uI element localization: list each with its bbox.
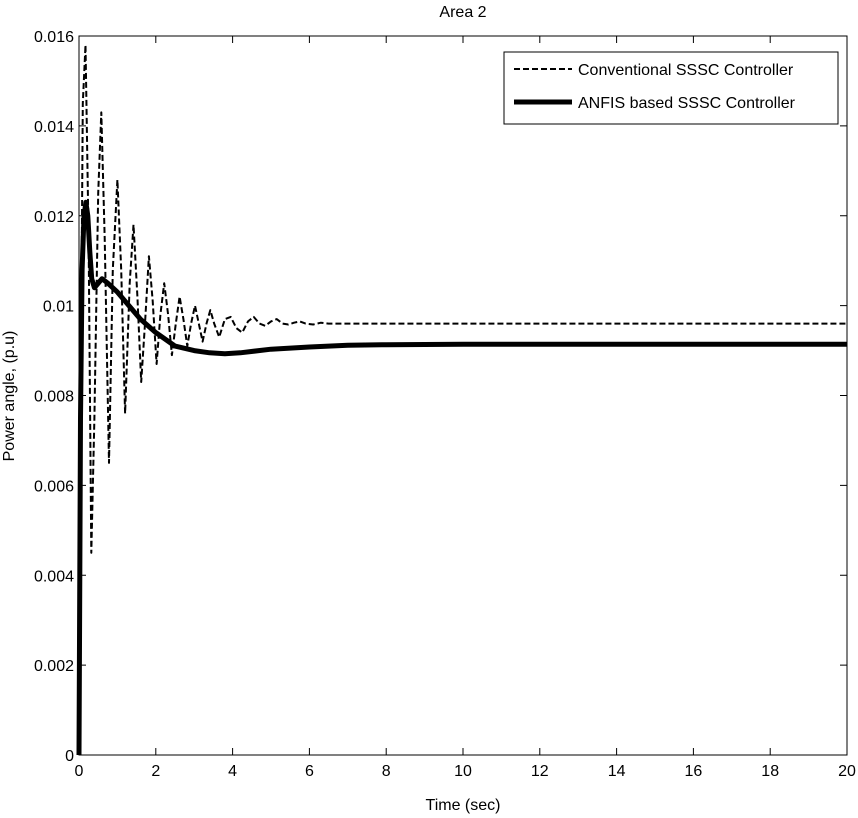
legend-label-conventional: Conventional SSSC Controller xyxy=(578,62,794,79)
y-axis-label: Power angle, (p.u) xyxy=(1,331,18,462)
legend-label-anfis: ANFIS based SSSC Controller xyxy=(578,95,796,112)
x-axis-label: Time (sec) xyxy=(426,797,501,814)
legend: Conventional SSSC Controller ANFIS based… xyxy=(503,51,839,125)
y-tick-label: 0.01 xyxy=(43,299,74,316)
y-tick-label: 0.002 xyxy=(34,658,74,675)
series-layer xyxy=(76,44,847,756)
x-tick-label: 10 xyxy=(454,763,472,780)
series-line-conventional xyxy=(78,44,847,756)
y-tick-label: 0.008 xyxy=(34,389,74,406)
x-tick-label: 6 xyxy=(305,763,314,780)
x-axis-ticks: 0 2 4 6 8 10 12 14 16 18 20 xyxy=(75,36,856,780)
series-line-anfis xyxy=(76,199,847,756)
y-tick-label: 0 xyxy=(65,748,74,765)
x-tick-label: 20 xyxy=(838,763,856,780)
x-tick-label: 2 xyxy=(151,763,160,780)
x-tick-label: 8 xyxy=(382,763,391,780)
x-tick-label: 0 xyxy=(75,763,84,780)
x-tick-label: 14 xyxy=(608,763,626,780)
y-tick-label: 0.016 xyxy=(34,29,74,46)
y-axis-ticks: 0 0.002 0.004 0.006 0.008 0.01 0.012 0.014 0.016 xyxy=(34,29,847,765)
chart-title: Area 2 xyxy=(439,4,486,21)
x-tick-label: 18 xyxy=(761,763,779,780)
y-tick-label: 0.014 xyxy=(34,119,74,136)
x-tick-label: 16 xyxy=(685,763,703,780)
x-tick-label: 12 xyxy=(531,763,549,780)
plot-frame xyxy=(78,35,848,756)
y-tick-label: 0.004 xyxy=(34,568,74,585)
y-tick-label: 0.012 xyxy=(34,209,74,226)
x-tick-label: 4 xyxy=(228,763,237,780)
y-tick-label: 0.006 xyxy=(34,478,74,495)
legend-box xyxy=(503,51,839,125)
